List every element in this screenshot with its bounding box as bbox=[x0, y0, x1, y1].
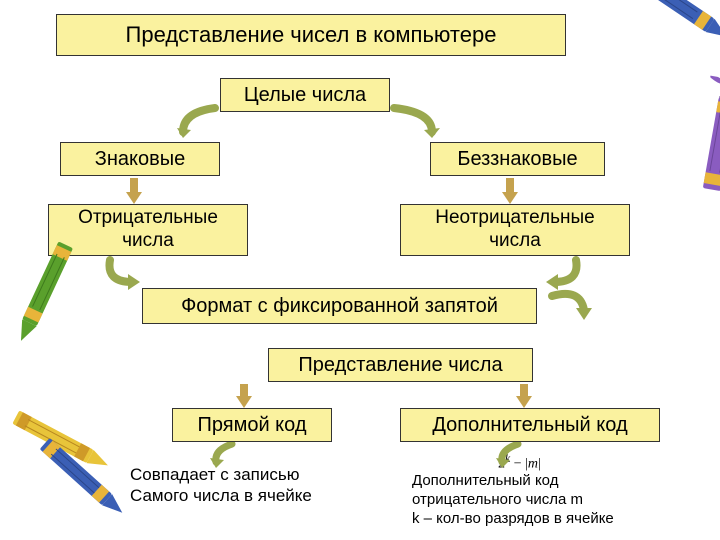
arrow-down-4 bbox=[514, 382, 534, 410]
box-unsigned: Беззнаковые bbox=[430, 142, 605, 176]
arrow-down-3 bbox=[234, 382, 254, 410]
crayon-blue-top bbox=[619, 0, 720, 53]
arrow-curve-side bbox=[546, 286, 594, 326]
box-nonnegative: Неотрицательные числа bbox=[400, 204, 630, 256]
box-direct-code: Прямой код bbox=[172, 408, 332, 442]
title-text: Представление чисел в компьютере bbox=[126, 22, 497, 48]
box-integers: Целые числа bbox=[220, 78, 390, 112]
label: Знаковые bbox=[95, 147, 185, 171]
crayon-purple-right bbox=[686, 76, 720, 221]
label: Дополнительный код bbox=[432, 413, 627, 437]
arrow-curve-down-left bbox=[100, 256, 146, 292]
label: Прямой код bbox=[197, 413, 306, 437]
label: Беззнаковые bbox=[457, 147, 577, 171]
arrow-curve-small-2 bbox=[494, 442, 530, 470]
direct-code-note: Совпадает с записью Самого числа в ячейк… bbox=[130, 464, 312, 507]
box-representation: Представление числа bbox=[268, 348, 533, 382]
label: Формат с фиксированной запятой bbox=[181, 294, 498, 318]
complement-code-note: Дополнительный код отрицательного числа … bbox=[412, 472, 614, 528]
arrow-down-1 bbox=[124, 176, 144, 206]
box-fixed-point: Формат с фиксированной запятой bbox=[142, 288, 537, 324]
arrow-curve-left bbox=[175, 104, 225, 144]
box-complement-code: Дополнительный код bbox=[400, 408, 660, 442]
crayon-green-left bbox=[2, 221, 88, 353]
label: Отрицательные числа bbox=[78, 207, 218, 253]
label: Неотрицательные числа bbox=[435, 207, 594, 253]
arrow-curve-small-1 bbox=[208, 442, 244, 470]
label: Представление числа bbox=[298, 353, 502, 377]
label: Целые числа bbox=[244, 83, 366, 107]
box-signed: Знаковые bbox=[60, 142, 220, 176]
title-box: Представление чисел в компьютере bbox=[56, 14, 566, 56]
arrow-curve-right bbox=[388, 104, 444, 144]
arrow-down-2 bbox=[500, 176, 520, 206]
